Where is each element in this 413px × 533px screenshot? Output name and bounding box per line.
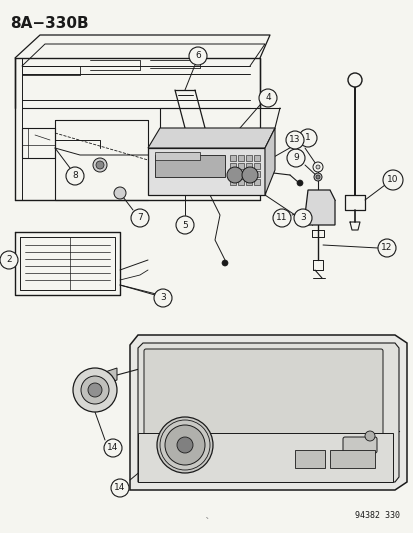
Circle shape: [285, 131, 303, 149]
Polygon shape: [304, 190, 334, 225]
Text: 4: 4: [265, 93, 270, 102]
Polygon shape: [105, 368, 117, 384]
Text: 3: 3: [299, 214, 305, 222]
Circle shape: [66, 167, 84, 185]
FancyBboxPatch shape: [144, 349, 382, 441]
Text: 6: 6: [195, 52, 200, 61]
Bar: [237, 155, 243, 161]
Text: 5: 5: [182, 221, 188, 230]
Circle shape: [347, 73, 361, 87]
Text: 8: 8: [72, 172, 78, 181]
Circle shape: [221, 260, 228, 266]
Text: 10: 10: [386, 175, 398, 184]
Circle shape: [315, 175, 319, 179]
FancyBboxPatch shape: [342, 437, 376, 453]
Polygon shape: [130, 335, 406, 490]
Bar: [245, 179, 252, 185]
Bar: [138, 433, 392, 482]
Bar: [154, 152, 199, 160]
Bar: [245, 163, 252, 169]
Circle shape: [165, 425, 204, 465]
Text: 1: 1: [304, 133, 310, 142]
Circle shape: [242, 167, 257, 183]
Circle shape: [377, 239, 395, 257]
Circle shape: [96, 161, 104, 169]
Text: 3: 3: [160, 294, 166, 303]
Circle shape: [157, 417, 212, 473]
Text: 12: 12: [380, 244, 392, 253]
Bar: [329, 450, 374, 468]
Text: 13: 13: [289, 135, 300, 144]
Bar: [237, 163, 243, 169]
Circle shape: [382, 170, 402, 190]
Circle shape: [93, 158, 107, 172]
Bar: [294, 450, 324, 468]
Bar: [254, 171, 259, 177]
Bar: [237, 171, 243, 177]
Polygon shape: [264, 128, 274, 195]
Bar: [237, 179, 243, 185]
Circle shape: [131, 209, 149, 227]
Circle shape: [298, 129, 316, 147]
Text: 14: 14: [107, 443, 119, 453]
Text: 8A−330B: 8A−330B: [10, 16, 88, 31]
Text: `: `: [204, 518, 209, 528]
Bar: [230, 163, 235, 169]
Circle shape: [313, 173, 321, 181]
Text: 94382 330: 94382 330: [354, 511, 399, 520]
Bar: [230, 179, 235, 185]
Circle shape: [88, 383, 102, 397]
Circle shape: [177, 437, 192, 453]
Bar: [245, 155, 252, 161]
Bar: [230, 155, 235, 161]
Text: 2: 2: [6, 255, 12, 264]
Circle shape: [312, 162, 322, 172]
Circle shape: [226, 167, 242, 183]
Polygon shape: [138, 343, 398, 482]
Polygon shape: [147, 148, 264, 195]
Circle shape: [293, 209, 311, 227]
Circle shape: [296, 180, 302, 186]
Circle shape: [111, 479, 129, 497]
Bar: [230, 171, 235, 177]
Circle shape: [286, 149, 304, 167]
Circle shape: [0, 251, 18, 269]
Polygon shape: [147, 128, 274, 148]
Circle shape: [81, 376, 109, 404]
Text: 14: 14: [114, 483, 126, 492]
Bar: [154, 155, 224, 177]
Text: 11: 11: [275, 214, 287, 222]
Bar: [254, 179, 259, 185]
Circle shape: [114, 187, 126, 199]
Circle shape: [272, 209, 290, 227]
Circle shape: [189, 47, 206, 65]
Circle shape: [176, 216, 194, 234]
Text: 9: 9: [292, 154, 298, 163]
Circle shape: [315, 165, 319, 169]
Bar: [254, 155, 259, 161]
Circle shape: [154, 289, 171, 307]
Bar: [245, 171, 252, 177]
Circle shape: [104, 439, 122, 457]
Text: 7: 7: [137, 214, 142, 222]
Circle shape: [73, 368, 117, 412]
Bar: [254, 163, 259, 169]
Circle shape: [259, 89, 276, 107]
Circle shape: [364, 431, 374, 441]
